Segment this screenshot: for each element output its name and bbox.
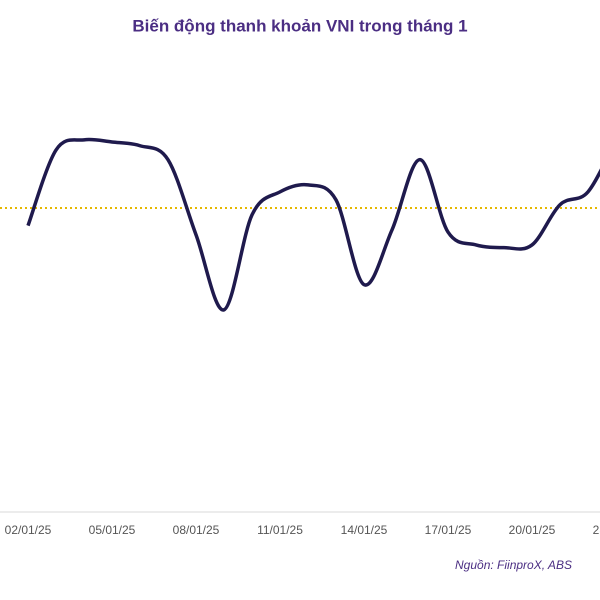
x-tick-label: 08/01/25: [173, 523, 220, 537]
x-tick-label: 17/01/25: [425, 523, 472, 537]
chart-title: Biến động thanh khoản VNI trong tháng 1: [132, 16, 467, 35]
x-tick-label: 23/01/25: [593, 523, 600, 537]
x-tick-label: 20/01/25: [509, 523, 556, 537]
x-tick-label: 02/01/25: [5, 523, 52, 537]
x-tick-label: 05/01/25: [89, 523, 136, 537]
source-note: Nguồn: FiinproX, ABS: [455, 558, 572, 572]
x-tick-label: 14/01/25: [341, 523, 388, 537]
x-tick-label: 11/01/25: [257, 523, 303, 537]
series-line: [26, 137, 600, 312]
